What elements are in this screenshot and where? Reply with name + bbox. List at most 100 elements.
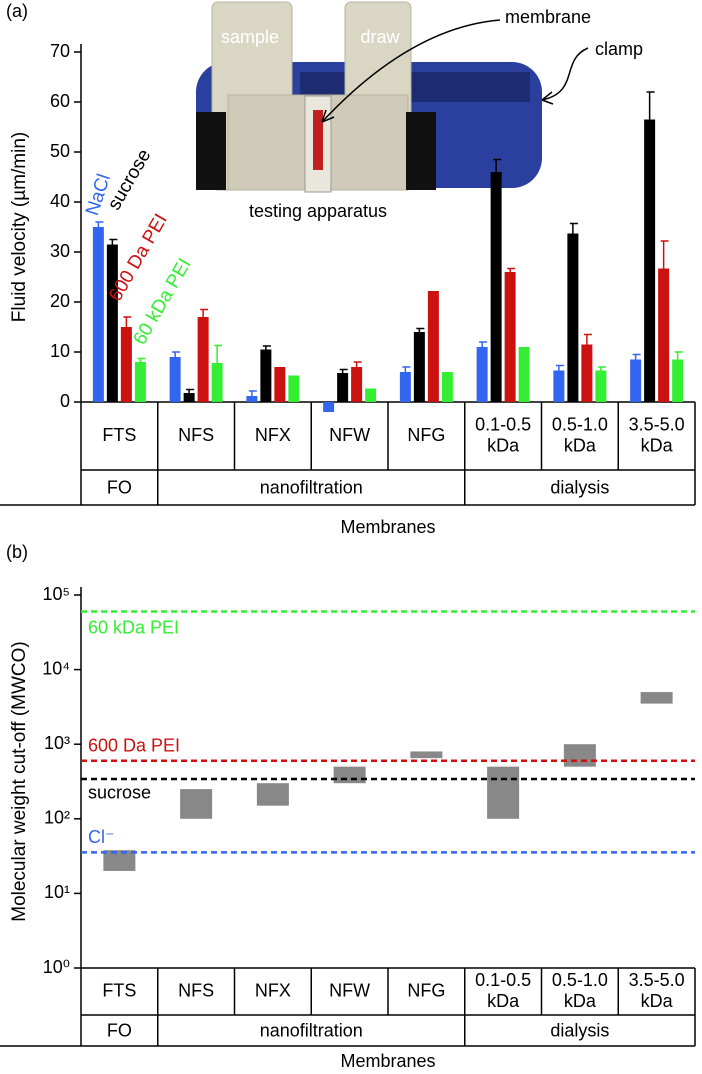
range-bar	[563, 744, 596, 767]
bar	[581, 344, 593, 402]
y-tick-label: 10⁰	[43, 957, 70, 977]
x-tick-label: 3.5-5.0 kDa	[629, 970, 685, 1011]
group-label: FO	[107, 1020, 132, 1040]
label-line: 0.5-1.0	[552, 414, 608, 434]
reference-label: 600 Da PEI	[88, 735, 180, 755]
clamp-pad	[406, 112, 436, 190]
group-label: FO	[107, 477, 132, 497]
bar	[246, 396, 258, 402]
error-bar	[248, 390, 257, 396]
bar	[197, 317, 209, 402]
bar	[351, 367, 363, 402]
panel-label: (b)	[6, 542, 28, 562]
bar	[106, 244, 118, 402]
bar	[365, 388, 377, 402]
bar	[553, 370, 565, 402]
bar	[337, 373, 349, 402]
bar	[567, 233, 579, 402]
error-bar	[597, 366, 606, 371]
y-tick-label: 10²	[44, 808, 70, 828]
annotation: testing apparatus	[249, 201, 387, 221]
range-bar	[640, 692, 673, 704]
label-line: 0.5-1.0	[552, 970, 608, 990]
y-tick-label: 0	[60, 391, 70, 411]
reference-label: sucrose	[88, 783, 151, 803]
group-label: dialysis	[550, 477, 609, 497]
apparatus-photo	[196, 1, 589, 193]
arrow-head	[541, 91, 554, 105]
error-bar	[200, 308, 209, 317]
error-bar	[186, 388, 195, 393]
label-line: kDa	[641, 991, 674, 1011]
label-line: kDa	[487, 435, 520, 455]
range-bar	[410, 751, 443, 759]
y-tick-label: 50	[50, 141, 70, 161]
error-bar	[493, 158, 502, 172]
label-line: 0.1-0.5	[475, 414, 531, 434]
bar	[504, 272, 516, 402]
annotation: membrane	[505, 7, 591, 27]
bar	[630, 359, 642, 402]
x-tick-label: 3.5-5.0 kDa	[629, 414, 685, 455]
bar	[399, 372, 411, 402]
label-line: kDa	[564, 991, 597, 1011]
error-bar	[674, 351, 683, 360]
bar	[260, 349, 272, 402]
y-tick-label: 70	[50, 41, 70, 61]
x-tick-label: 0.5-1.0 kDa	[552, 414, 608, 455]
y-tick-label: 10⁵	[43, 584, 70, 604]
annotation: draw	[360, 27, 400, 47]
bar	[441, 372, 453, 402]
arrow-head	[321, 109, 335, 123]
label-line: kDa	[487, 991, 520, 1011]
y-tick-label: 10	[50, 341, 70, 361]
bar	[658, 268, 670, 402]
x-tick-label: NFG	[407, 980, 445, 1000]
error-bar	[583, 333, 592, 345]
x-axis-label: Membranes	[340, 1051, 435, 1071]
x-tick-label: FTS	[102, 980, 136, 1000]
bar	[134, 362, 146, 402]
y-tick-label: 60	[50, 91, 70, 111]
error-bar	[339, 368, 348, 373]
error-bar	[353, 361, 362, 367]
bar	[672, 359, 684, 402]
clamp-arrow	[541, 47, 589, 101]
annotation: clamp	[595, 39, 643, 59]
error-bar	[109, 238, 118, 245]
range-bar	[103, 850, 136, 871]
group-label: nanofiltration	[260, 1020, 363, 1040]
x-tick-label: NFX	[255, 980, 291, 1000]
bar	[288, 375, 300, 402]
error-bar	[214, 344, 223, 363]
membrane-arrow	[321, 19, 501, 123]
label-line: 3.5-5.0	[629, 414, 685, 434]
label-line: 3.5-5.0	[629, 970, 685, 990]
range-bar	[256, 783, 289, 806]
x-tick-label: NFW	[329, 980, 370, 1000]
y-tick-label: 20	[50, 291, 70, 311]
bar	[644, 119, 656, 402]
y-axis-label: Molecular weight cut-off (MWCO)	[9, 641, 30, 922]
error-bar	[137, 357, 146, 362]
error-bar	[123, 316, 132, 327]
y-tick-label: 10³	[44, 733, 70, 753]
error-bar	[660, 240, 669, 269]
panel-label: (a)	[6, 1, 28, 21]
bar	[169, 357, 181, 402]
bar	[476, 347, 488, 402]
error-bar	[555, 364, 564, 371]
error-bar	[95, 221, 104, 227]
x-tick-label: NFS	[178, 425, 214, 445]
x-tick-label: NFW	[329, 425, 370, 445]
x-tick-label: NFG	[407, 425, 445, 445]
x-tick-label: FTS	[102, 425, 136, 445]
bar	[183, 393, 195, 402]
clamp-pad	[196, 112, 226, 190]
x-tick-label: 0.1-0.5 kDa	[475, 970, 531, 1011]
error-bar	[479, 341, 488, 347]
y-tick-label: 30	[50, 241, 70, 261]
group-label: nanofiltration	[260, 477, 363, 497]
x-tick-label: NFS	[178, 980, 214, 1000]
